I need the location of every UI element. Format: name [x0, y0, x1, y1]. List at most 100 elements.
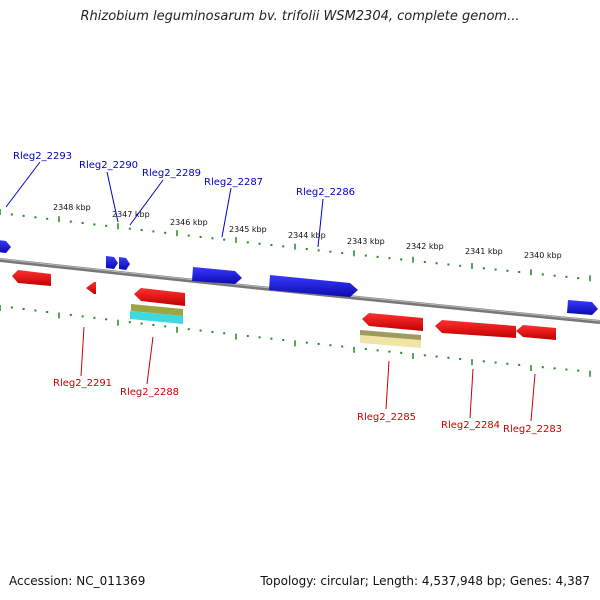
ruler-label: 2344 kbp [288, 231, 326, 240]
gene-forward[interactable] [119, 257, 130, 270]
minor-tick [282, 339, 285, 342]
ruler-label: 2343 kbp [347, 237, 385, 246]
minor-tick [577, 277, 580, 280]
ruler-label: 2341 kbp [465, 247, 503, 256]
minor-tick [447, 356, 450, 359]
major-tick [58, 216, 60, 223]
minor-tick [305, 248, 308, 251]
major-tick [589, 275, 591, 282]
gene-reverse[interactable] [134, 288, 185, 306]
major-tick [412, 256, 414, 263]
minor-tick [258, 336, 261, 339]
major-tick [589, 370, 591, 377]
gene-reverse[interactable] [435, 320, 516, 338]
feature-yellow-bar[interactable] [360, 330, 421, 341]
minor-tick [223, 332, 226, 335]
minor-tick [128, 321, 131, 324]
minor-tick [435, 355, 438, 358]
gene-forward[interactable] [269, 275, 358, 297]
minor-tick [482, 360, 485, 363]
minor-tick [69, 220, 72, 223]
minor-tick [329, 344, 332, 347]
minor-tick [164, 325, 167, 328]
minor-tick [565, 275, 568, 278]
minor-tick [187, 328, 190, 331]
major-tick [353, 250, 355, 257]
ruler-label: 2346 kbp [170, 218, 208, 227]
minor-tick [364, 254, 367, 257]
gene-label-forward[interactable]: Rleg2_2293 [13, 151, 72, 162]
minor-tick [577, 369, 580, 372]
minor-tick [282, 245, 285, 248]
gene-forward[interactable] [106, 256, 118, 269]
major-tick [235, 333, 237, 340]
minor-tick [81, 222, 84, 225]
minor-tick [10, 306, 13, 309]
feature-yellow-bar[interactable] [360, 335, 421, 348]
major-tick [0, 305, 1, 311]
minor-tick [541, 366, 544, 369]
minor-tick [105, 318, 108, 321]
ruler-label: 2342 kbp [406, 242, 444, 251]
minor-tick [376, 349, 379, 352]
minor-tick [22, 308, 25, 311]
gene-label-reverse[interactable]: Rleg2_2288 [120, 387, 179, 398]
gene-forward[interactable] [567, 300, 598, 315]
minor-tick [81, 315, 84, 318]
major-tick [530, 365, 532, 372]
minor-tick [494, 268, 497, 271]
minor-tick [506, 362, 509, 365]
forward-genes [0, 240, 598, 315]
minor-tick [553, 274, 556, 277]
minor-tick [553, 367, 556, 370]
minor-tick [541, 273, 544, 276]
minor-tick [482, 267, 485, 270]
gene-reverse[interactable] [12, 270, 51, 286]
major-tick [530, 269, 532, 276]
gene-label-reverse[interactable]: Rleg2_2291 [53, 378, 112, 389]
minor-tick [329, 250, 332, 253]
minor-tick [435, 262, 438, 265]
major-tick [235, 237, 237, 244]
gene-label-forward[interactable]: Rleg2_2287 [204, 177, 263, 188]
minor-tick [93, 316, 96, 319]
gene-reverse[interactable] [516, 325, 556, 340]
major-tick [176, 230, 178, 237]
ruler-label: 2340 kbp [524, 251, 562, 260]
minor-tick [199, 235, 202, 238]
gene-label-reverse[interactable]: Rleg2_2283 [503, 424, 562, 435]
minor-tick [46, 217, 49, 220]
gene-label-reverse[interactable]: Rleg2_2284 [441, 420, 500, 431]
minor-tick [447, 263, 450, 266]
forward-label-lines [5, 161, 324, 248]
minor-tick [388, 257, 391, 260]
major-tick [353, 346, 355, 353]
other-features [130, 304, 421, 348]
map-title: Rhizobium leguminosarum bv. trifolii WSM… [80, 9, 520, 24]
gene-forward[interactable] [192, 267, 242, 284]
accession-text: Accession: NC_011369 [9, 574, 146, 588]
minor-tick [423, 261, 426, 264]
major-tick [58, 312, 60, 319]
minor-tick [246, 334, 249, 337]
major-tick [412, 353, 414, 360]
minor-tick [140, 322, 143, 325]
gene-reverse[interactable] [86, 282, 96, 294]
feature-olive-bar[interactable] [131, 304, 183, 316]
gene-label-forward[interactable]: Rleg2_2289 [142, 168, 201, 179]
feature-cyan-bar[interactable] [130, 311, 183, 324]
minor-tick [341, 345, 344, 348]
minor-tick [258, 242, 261, 245]
major-tick [294, 340, 296, 347]
ruler-label: 2347 kbp [112, 210, 150, 219]
minor-tick [565, 368, 568, 371]
minor-tick [364, 348, 367, 351]
gene-label-reverse[interactable]: Rleg2_2285 [357, 412, 416, 423]
gene-forward[interactable] [0, 240, 11, 253]
minor-tick [211, 237, 214, 240]
gene-label-forward[interactable]: Rleg2_2286 [296, 187, 355, 198]
ruler-labels: 2348 kbp 2347 kbp 2346 kbp 2345 kbp 2344… [53, 203, 562, 260]
gene-reverse[interactable] [362, 313, 423, 331]
gene-label-forward[interactable]: Rleg2_2290 [79, 160, 138, 171]
